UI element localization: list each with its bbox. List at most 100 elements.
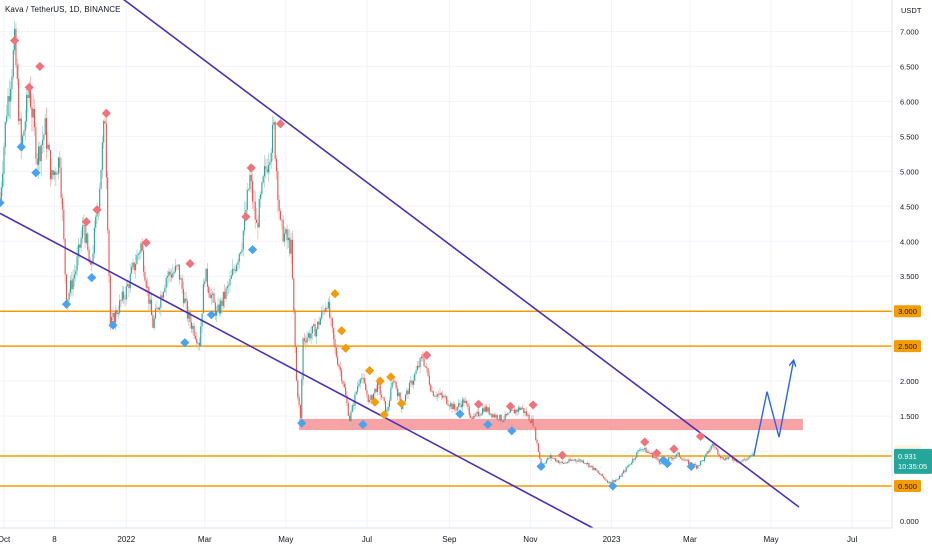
projection-path[interactable] xyxy=(753,358,797,457)
diamond-marker-red xyxy=(81,217,92,227)
candle-body xyxy=(430,384,432,392)
price-tick-label: 5.000 xyxy=(900,167,919,176)
candle-body xyxy=(140,243,142,253)
candle-body xyxy=(55,171,57,175)
candle-body xyxy=(228,285,230,287)
diamond-marker-red xyxy=(92,205,102,215)
time-axis[interactable]: Oct 8 2022 Mar May Jul Sep Nov 2023 Mar May Jul xyxy=(0,527,892,544)
candle-body xyxy=(480,413,482,416)
diamond-marker-blue xyxy=(536,461,546,472)
candle-body xyxy=(547,457,549,461)
candle-body xyxy=(23,130,25,136)
diamond-marker-red xyxy=(652,448,662,458)
candle-body xyxy=(617,479,619,480)
countdown-label: 10:35:05 xyxy=(898,462,927,471)
candle-body xyxy=(411,380,413,385)
candle-body xyxy=(395,381,397,389)
candle-body xyxy=(63,209,65,240)
candle-body xyxy=(135,264,137,271)
candle-body xyxy=(168,271,170,277)
candle-body xyxy=(519,407,521,410)
candle-body xyxy=(20,118,22,148)
candle-body xyxy=(741,460,743,462)
candle-body xyxy=(446,396,448,404)
candle-body xyxy=(471,417,473,420)
time-tick-label: May xyxy=(278,535,293,544)
candle-body xyxy=(588,462,590,467)
candle-body xyxy=(141,243,143,251)
candle-body xyxy=(30,88,32,108)
diamond-marker-blue xyxy=(0,198,5,208)
candle-body xyxy=(192,325,194,329)
candle-body xyxy=(244,212,246,231)
candle-body xyxy=(56,173,58,175)
candle-body xyxy=(750,455,752,457)
horizontal-levels[interactable] xyxy=(0,310,892,487)
candle-body xyxy=(156,307,158,309)
diamond-marker-red xyxy=(101,108,111,118)
diamond-marker-orange xyxy=(379,410,389,420)
candle-body xyxy=(371,395,373,401)
candle-body xyxy=(77,244,79,257)
candle-body xyxy=(75,270,77,275)
candle-body xyxy=(681,458,683,461)
candle-body xyxy=(289,237,291,254)
candle-body xyxy=(723,459,726,461)
candle-body xyxy=(137,253,139,255)
candle-body xyxy=(52,170,54,175)
candle-body xyxy=(587,462,589,464)
candle-body xyxy=(394,381,396,383)
candle-body xyxy=(51,170,53,180)
candle-body xyxy=(435,395,437,397)
candle-body xyxy=(416,365,418,371)
level-badge xyxy=(894,305,921,318)
candle-body xyxy=(476,411,478,414)
candle-body xyxy=(751,454,753,456)
diamond-marker-blue xyxy=(31,168,41,178)
current-price-badge xyxy=(894,448,932,474)
diamond-marker-blue xyxy=(358,419,368,430)
candle-body xyxy=(711,444,714,446)
candle-body xyxy=(492,414,494,418)
candle-body xyxy=(685,459,687,461)
candle-body xyxy=(109,275,111,326)
candle-body xyxy=(22,135,24,148)
candle-body xyxy=(314,324,316,337)
candle-body xyxy=(327,301,329,309)
candle-body xyxy=(40,144,42,162)
candle-body xyxy=(561,461,563,464)
candle-body xyxy=(16,64,18,79)
diamond-marker-red xyxy=(695,431,706,441)
candle-body xyxy=(2,173,4,188)
candle-body xyxy=(640,449,642,451)
candle-body xyxy=(694,463,696,466)
candle-body xyxy=(269,162,271,165)
candle-body xyxy=(706,451,708,454)
candle-body xyxy=(301,379,303,419)
candle-body xyxy=(682,459,684,461)
candle-body xyxy=(298,397,300,406)
candle-body xyxy=(595,467,597,471)
time-tick-label: Jul xyxy=(847,535,857,544)
candle-body xyxy=(509,409,512,413)
candle-body xyxy=(252,181,254,202)
price-tick-label: 0.000 xyxy=(900,517,919,526)
candle-body xyxy=(660,463,662,465)
candle-body xyxy=(749,455,751,458)
candle-body xyxy=(117,312,119,315)
candle-body xyxy=(642,449,644,451)
candle-body xyxy=(478,411,480,417)
diamond-marker-orange xyxy=(386,372,396,382)
candle-body xyxy=(79,244,81,248)
channel-lines[interactable] xyxy=(0,0,800,529)
support-zone[interactable] xyxy=(299,418,803,431)
candle-body xyxy=(323,310,325,312)
candle-body xyxy=(261,182,263,195)
candle-body xyxy=(488,407,490,415)
candle-body xyxy=(321,310,323,319)
candle-body xyxy=(197,342,199,344)
candle-body xyxy=(131,267,133,274)
candle-body xyxy=(260,194,262,199)
